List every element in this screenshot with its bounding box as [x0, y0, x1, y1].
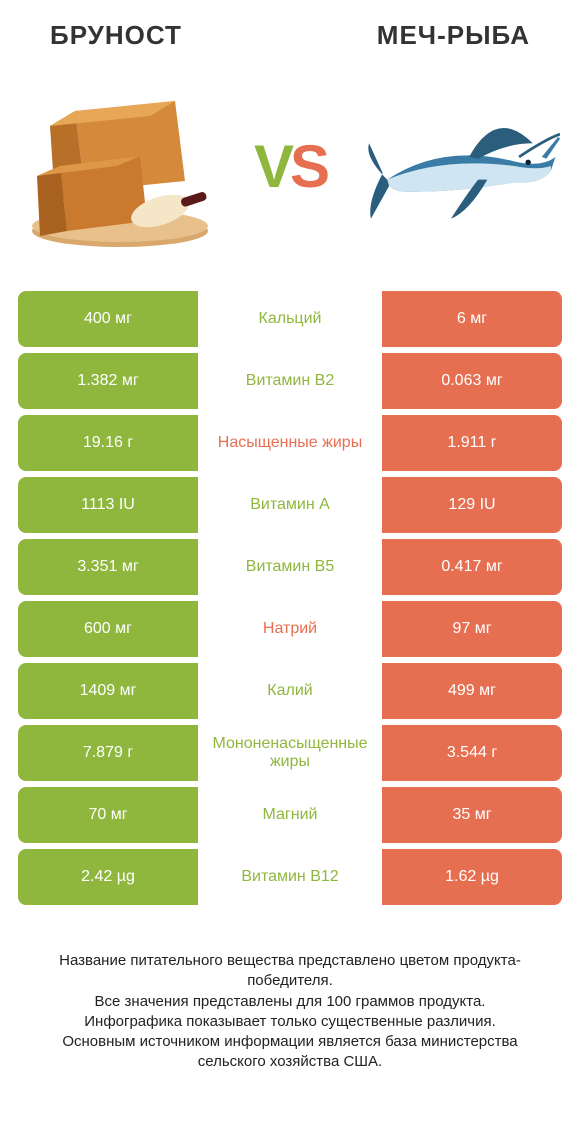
left-value-cell: 600 мг [18, 601, 198, 657]
left-value-cell: 400 мг [18, 291, 198, 347]
vs-v: V [254, 133, 290, 200]
table-row: 7.879 гМононенасыщенные жиры3.544 г [18, 725, 562, 781]
nutrient-label-cell: Натрий [198, 601, 382, 657]
table-row: 70 мгМагний35 мг [18, 787, 562, 843]
footer-line: Инфографика показывает только существенн… [30, 1012, 550, 1032]
right-value-cell: 1.62 µg [382, 849, 562, 905]
nutrient-label-cell: Насыщенные жиры [198, 415, 382, 471]
left-value-cell: 7.879 г [18, 725, 198, 781]
right-value-cell: 1.911 г [382, 415, 562, 471]
product-left-image [20, 76, 220, 256]
comparison-table: 400 мгКальций6 мг 1.382 мгВитамин B20.063… [0, 291, 580, 905]
right-value-cell: 0.417 мг [382, 539, 562, 595]
table-row: 2.42 µgВитамин B121.62 µg [18, 849, 562, 905]
product-right-image [360, 76, 560, 256]
nutrient-label-cell: Витамин B12 [198, 849, 382, 905]
swordfish-icon [360, 86, 560, 246]
nutrient-label-cell: Магний [198, 787, 382, 843]
table-row: 1113 IUВитамин A129 IU [18, 477, 562, 533]
nutrient-label-cell: Калий [198, 663, 382, 719]
left-value-cell: 1113 IU [18, 477, 198, 533]
right-value-cell: 35 мг [382, 787, 562, 843]
right-value-cell: 3.544 г [382, 725, 562, 781]
table-row: 1.382 мгВитамин B20.063 мг [18, 353, 562, 409]
product-left-title: БРУНОСТ [50, 20, 182, 51]
nutrient-label-cell: Витамин B2 [198, 353, 382, 409]
cheese-icon [25, 81, 215, 251]
right-value-cell: 97 мг [382, 601, 562, 657]
nutrient-label-cell: Кальций [198, 291, 382, 347]
left-value-cell: 19.16 г [18, 415, 198, 471]
nutrient-label-cell: Мононенасыщенные жиры [198, 725, 382, 781]
images-row: VS [0, 61, 580, 291]
footer-notes: Название питательного вещества представл… [0, 911, 580, 1073]
right-value-cell: 129 IU [382, 477, 562, 533]
footer-line: Все значения представлены для 100 граммо… [30, 992, 550, 1012]
table-row: 3.351 мгВитамин B50.417 мг [18, 539, 562, 595]
right-value-cell: 0.063 мг [382, 353, 562, 409]
left-value-cell: 1409 мг [18, 663, 198, 719]
left-value-cell: 3.351 мг [18, 539, 198, 595]
table-row: 1409 мгКалий499 мг [18, 663, 562, 719]
left-value-cell: 70 мг [18, 787, 198, 843]
footer-line: Основным источником информации является … [30, 1032, 550, 1073]
left-value-cell: 1.382 мг [18, 353, 198, 409]
footer-line: Название питательного вещества представл… [30, 951, 550, 992]
nutrient-label-cell: Витамин B5 [198, 539, 382, 595]
table-row: 19.16 гНасыщенные жиры1.911 г [18, 415, 562, 471]
vs-label: VS [254, 132, 326, 201]
right-value-cell: 6 мг [382, 291, 562, 347]
vs-s: S [290, 133, 326, 200]
header: БРУНОСТ МЕЧ-РЫБА [0, 0, 580, 61]
product-right-title: МЕЧ-РЫБА [377, 20, 530, 51]
right-value-cell: 499 мг [382, 663, 562, 719]
infographic-container: БРУНОСТ МЕЧ-РЫБА VS [0, 0, 580, 1144]
nutrient-label-cell: Витамин A [198, 477, 382, 533]
left-value-cell: 2.42 µg [18, 849, 198, 905]
table-row: 600 мгНатрий97 мг [18, 601, 562, 657]
table-row: 400 мгКальций6 мг [18, 291, 562, 347]
